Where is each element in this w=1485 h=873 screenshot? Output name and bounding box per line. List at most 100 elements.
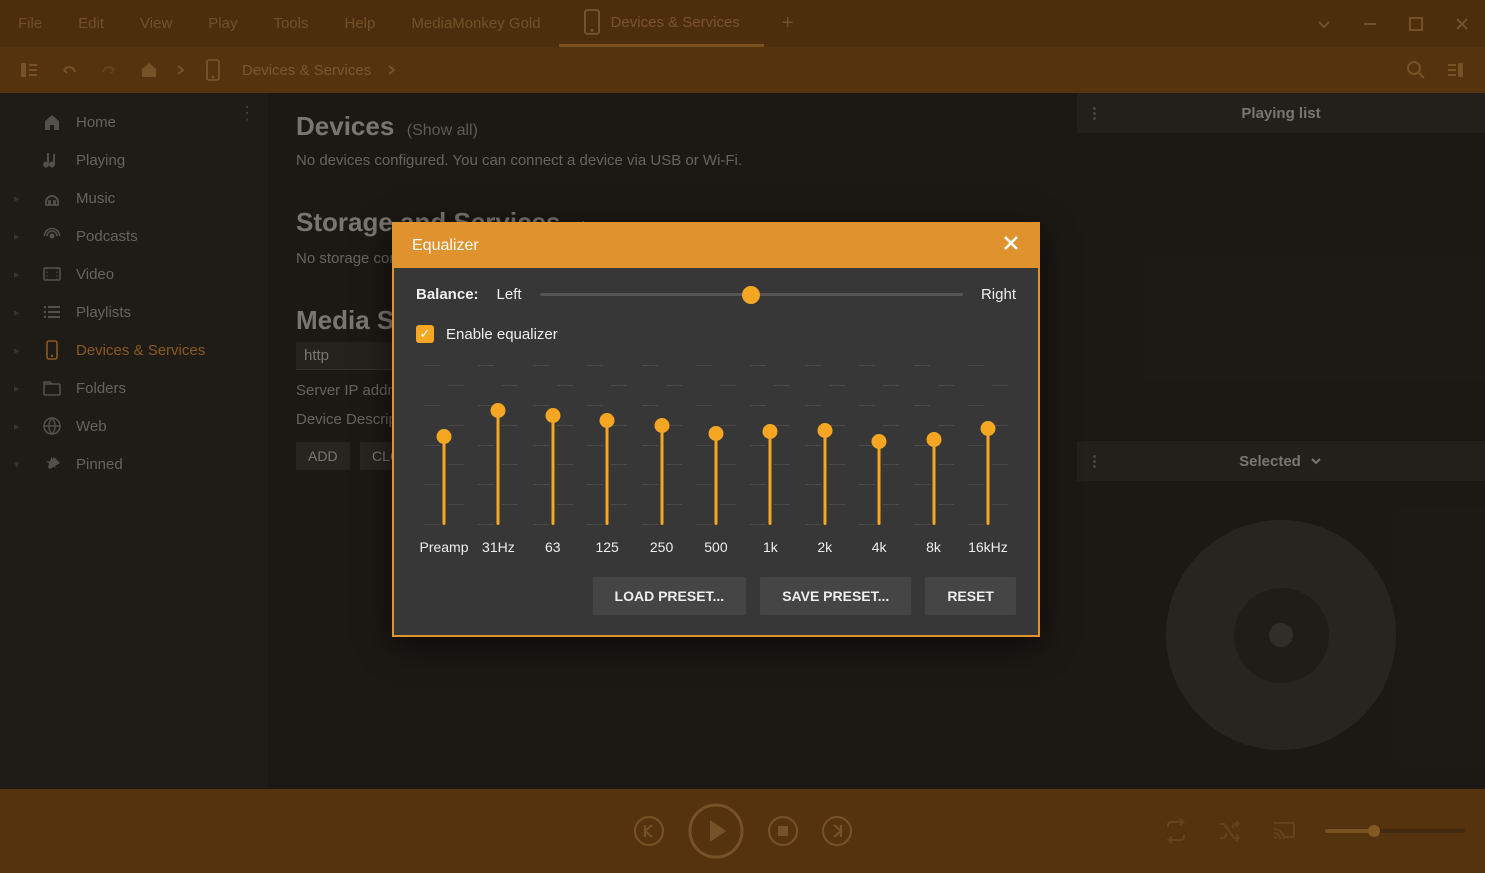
eq-knob-10[interactable] — [980, 421, 995, 436]
crumb-chevron-1 — [172, 53, 190, 87]
eq-knob-4[interactable] — [654, 418, 669, 433]
eq-knob-7[interactable] — [817, 423, 832, 438]
eq-knob-0[interactable] — [437, 429, 452, 444]
balance-knob[interactable] — [742, 286, 760, 304]
close-button[interactable] — [1439, 0, 1485, 47]
device-icon — [42, 340, 62, 360]
eq-knob-5[interactable] — [708, 426, 723, 441]
volume-knob[interactable] — [1368, 825, 1380, 837]
chevron-right-icon[interactable]: ▸ — [14, 306, 20, 319]
menu-view[interactable]: View — [122, 0, 190, 47]
sidebar-item-label: Pinned — [76, 456, 123, 473]
stop-button[interactable] — [767, 815, 799, 847]
chevron-right-icon[interactable]: ▸ — [14, 344, 20, 357]
breadcrumb-item[interactable]: Devices & Services — [236, 62, 377, 79]
play-button[interactable] — [687, 802, 745, 860]
sidebar-item-music[interactable]: ▸Music — [0, 179, 268, 217]
load-preset-button[interactable]: LOAD PRESET... — [593, 577, 747, 615]
sidebar-item-label: Podcasts — [76, 228, 138, 245]
sidebar-item-device[interactable]: ▸Devices & Services — [0, 331, 268, 369]
chevron-right-icon[interactable]: ▸ — [14, 230, 20, 243]
layout-button[interactable] — [1439, 53, 1473, 87]
eq-band-label: Preamp — [419, 539, 468, 555]
playing-menu-button[interactable]: ⋮ — [1087, 104, 1102, 122]
minimize-button[interactable] — [1347, 0, 1393, 47]
dialog-close-button[interactable] — [1002, 234, 1020, 258]
eq-slider-2[interactable] — [533, 365, 573, 525]
selected-menu-button[interactable]: ⋮ — [1087, 452, 1102, 470]
redo-button[interactable] — [92, 53, 126, 87]
chevron-down-icon[interactable]: ▾ — [14, 458, 20, 471]
eq-knob-8[interactable] — [872, 434, 887, 449]
dialog-titlebar[interactable]: Equalizer — [394, 224, 1038, 268]
enable-row[interactable]: ✓ Enable equalizer — [416, 325, 1016, 343]
sidebar-item-web[interactable]: ▸Web — [0, 407, 268, 445]
home-button[interactable] — [132, 53, 166, 87]
sidebar-item-label: Playing — [76, 152, 125, 169]
show-all-link[interactable]: (Show all) — [407, 122, 478, 139]
eq-knob-6[interactable] — [763, 424, 778, 439]
eq-knob-1[interactable] — [491, 403, 506, 418]
undo-button[interactable] — [52, 53, 86, 87]
shuffle-button[interactable] — [1217, 818, 1243, 844]
chevron-right-icon[interactable]: ▸ — [14, 268, 20, 281]
reset-button[interactable]: RESET — [925, 577, 1016, 615]
playing-panel: ⋮ Playing list — [1077, 93, 1485, 441]
eq-slider-3[interactable] — [587, 365, 627, 525]
sidebar-item-podcasts[interactable]: ▸ Podcasts — [0, 217, 268, 255]
menu-play[interactable]: Play — [190, 0, 255, 47]
search-button[interactable] — [1399, 53, 1433, 87]
tab-label: Devices & Services — [611, 14, 740, 31]
eq-band-label: 8k — [926, 539, 941, 555]
eq-slider-1[interactable] — [478, 365, 518, 525]
new-tab-button[interactable]: + — [764, 12, 812, 35]
tab-devices-services[interactable]: Devices & Services — [559, 0, 764, 47]
eq-band-6: 1k — [746, 365, 794, 555]
menu-edit[interactable]: Edit — [60, 0, 122, 47]
eq-slider-7[interactable] — [805, 365, 845, 525]
eq-slider-6[interactable] — [750, 365, 790, 525]
menu-file[interactable]: File — [0, 0, 60, 47]
cast-button[interactable] — [1271, 818, 1297, 844]
crumb-device-icon[interactable] — [196, 53, 230, 87]
prev-button[interactable] — [633, 815, 665, 847]
chevron-down-icon[interactable] — [1309, 454, 1323, 468]
sidebar-item-home[interactable]: Home — [0, 103, 268, 141]
eq-knob-9[interactable] — [926, 432, 941, 447]
add-button[interactable]: ADD — [296, 442, 350, 470]
menu-help[interactable]: Help — [327, 0, 394, 47]
sidebar-item-label: Home — [76, 114, 116, 131]
eq-band-label: 125 — [595, 539, 618, 555]
enable-checkbox[interactable]: ✓ — [416, 325, 434, 343]
toolbar: Devices & Services — [0, 47, 1485, 93]
chevron-right-icon[interactable]: ▸ — [14, 192, 20, 205]
chevron-right-icon[interactable]: ▸ — [14, 382, 20, 395]
save-preset-button[interactable]: SAVE PRESET... — [760, 577, 911, 615]
eq-slider-5[interactable] — [696, 365, 736, 525]
menu-tools[interactable]: Tools — [255, 0, 326, 47]
next-button[interactable] — [821, 815, 853, 847]
repeat-button[interactable] — [1163, 818, 1189, 844]
eq-slider-10[interactable] — [968, 365, 1008, 525]
sidebar-item-playing[interactable]: Playing — [0, 141, 268, 179]
sidebar-item-label: Playlists — [76, 304, 131, 321]
eq-slider-4[interactable] — [642, 365, 682, 525]
right-column: ⋮ Playing list ⋮ Selected — [1077, 93, 1485, 789]
sidebar-item-folders[interactable]: ▸Folders — [0, 369, 268, 407]
sidebar-item-pinned[interactable]: ▾ Pinned — [0, 445, 268, 483]
chevron-right-icon[interactable]: ▸ — [14, 420, 20, 433]
volume-slider[interactable] — [1325, 829, 1465, 833]
panel-toggle-button[interactable] — [12, 53, 46, 87]
eq-slider-0[interactable] — [424, 365, 464, 525]
eq-knob-3[interactable] — [600, 413, 615, 428]
playlists-icon — [42, 302, 62, 322]
balance-slider[interactable] — [540, 293, 963, 296]
sidebar-item-video[interactable]: ▸Video — [0, 255, 268, 293]
eq-knob-2[interactable] — [545, 408, 560, 423]
eq-slider-9[interactable] — [914, 365, 954, 525]
menubar: File Edit View Play Tools Help MediaMonk… — [0, 0, 1485, 47]
eq-slider-8[interactable] — [859, 365, 899, 525]
sidebar-item-playlists[interactable]: ▸ Playlists — [0, 293, 268, 331]
dropdown-button[interactable] — [1301, 0, 1347, 47]
maximize-button[interactable] — [1393, 0, 1439, 47]
